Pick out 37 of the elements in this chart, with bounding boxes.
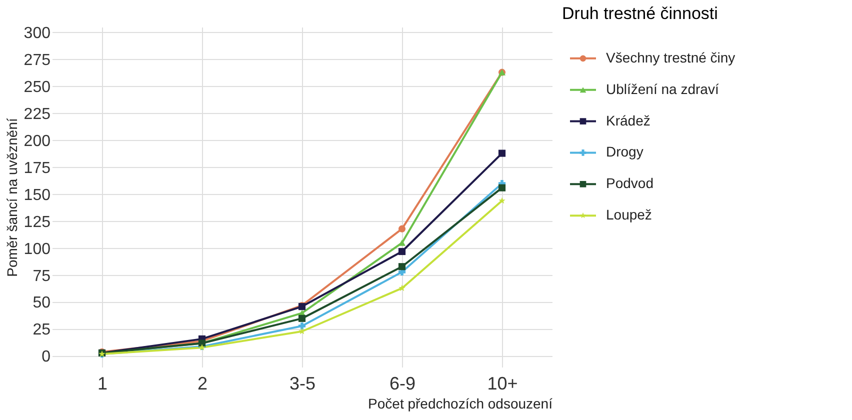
y-tick-label: 175 bbox=[24, 160, 51, 177]
x-tick-label: 6-9 bbox=[389, 374, 416, 394]
point bbox=[298, 328, 306, 334]
y-tick-label: 225 bbox=[24, 106, 51, 123]
y-tick-label: 100 bbox=[24, 240, 51, 258]
point bbox=[398, 225, 406, 232]
y-tick-label: 250 bbox=[24, 78, 51, 96]
legend-label: Podvod bbox=[606, 175, 654, 192]
y-tick-label: 25 bbox=[32, 322, 51, 339]
point bbox=[398, 263, 406, 270]
point bbox=[498, 197, 506, 204]
y-tick-label: 50 bbox=[32, 294, 51, 312]
x-tick-label: 3-5 bbox=[289, 374, 316, 394]
point bbox=[398, 284, 406, 292]
point bbox=[498, 150, 506, 157]
legend-title: Druh trestné činnosti bbox=[562, 4, 718, 23]
x-axis-title: Počet předchozích odsouzení bbox=[368, 396, 553, 412]
y-axis-title: Poměr šancí na uvěznění bbox=[4, 118, 20, 277]
y-tick-label: 75 bbox=[32, 268, 51, 285]
x-tick-label: 10+ bbox=[487, 374, 518, 394]
point bbox=[298, 322, 306, 330]
legend-label: Krádež bbox=[606, 112, 650, 128]
x-tick-label: 1 bbox=[97, 374, 108, 394]
y-tick-label: 0 bbox=[42, 348, 51, 366]
y-tick-label: 300 bbox=[24, 24, 51, 42]
legend-label: Drogy bbox=[606, 144, 644, 160]
y-tick-label: 275 bbox=[24, 52, 51, 69]
legend-label: Loupež bbox=[606, 206, 652, 223]
legend-label: Ublížení na zdraví bbox=[606, 80, 719, 97]
y-tick-label: 125 bbox=[24, 214, 51, 231]
legend-label: Všechny trestné činy bbox=[606, 49, 736, 66]
point bbox=[298, 314, 306, 322]
x-tick-label: 2 bbox=[197, 374, 208, 394]
point bbox=[498, 184, 506, 192]
point bbox=[398, 248, 406, 256]
y-tick-label: 200 bbox=[24, 132, 51, 150]
y-tick-label: 150 bbox=[24, 186, 51, 204]
